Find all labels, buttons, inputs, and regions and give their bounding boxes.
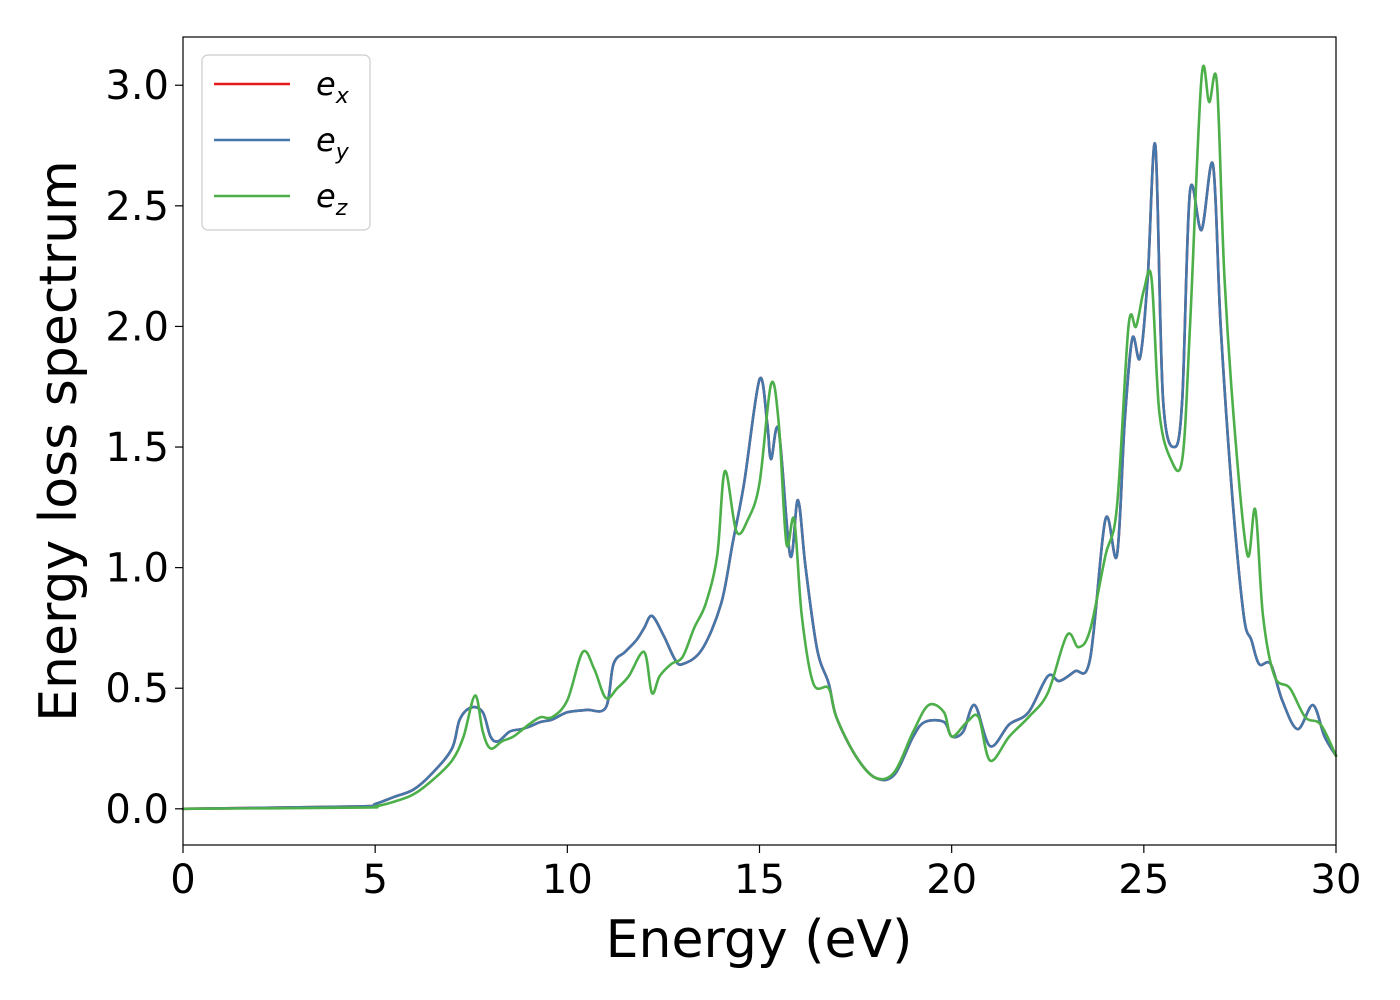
x-tick-label: 25 [1118, 857, 1169, 903]
legend-label-ex: ex [316, 65, 350, 109]
legend: ex ey ez [201, 54, 371, 231]
x-tick-label: 30 [1311, 857, 1362, 903]
y-tick-label: 0.5 [105, 666, 169, 712]
y-axis-ticks: 0.0 0.5 1.0 1.5 2.0 2.5 3.0 [105, 63, 183, 833]
legend-label-ey: ey [316, 121, 350, 165]
x-tick-label: 5 [362, 857, 387, 903]
series-line-ez [181, 64, 1338, 811]
x-tick-label: 15 [734, 857, 785, 903]
y-tick-label: 1.0 [105, 546, 169, 592]
legend-label-ez: ez [316, 177, 348, 221]
x-tick-label: 0 [170, 857, 195, 903]
y-tick-label: 2.5 [105, 184, 169, 230]
x-axis-ticks: 0 5 10 15 20 25 30 [170, 845, 1361, 903]
y-tick-label: 2.0 [105, 304, 169, 350]
y-tick-label: 3.0 [105, 63, 169, 109]
y-axis-label: Energy loss spectrum [29, 160, 89, 722]
y-tick-label: 1.5 [105, 425, 169, 471]
legend-box [201, 54, 371, 231]
x-axis-label: Energy (eV) [606, 910, 913, 970]
x-tick-label: 20 [926, 857, 977, 903]
x-tick-label: 10 [542, 857, 593, 903]
y-tick-label: 0.0 [105, 787, 169, 833]
series-layer [181, 64, 1338, 811]
